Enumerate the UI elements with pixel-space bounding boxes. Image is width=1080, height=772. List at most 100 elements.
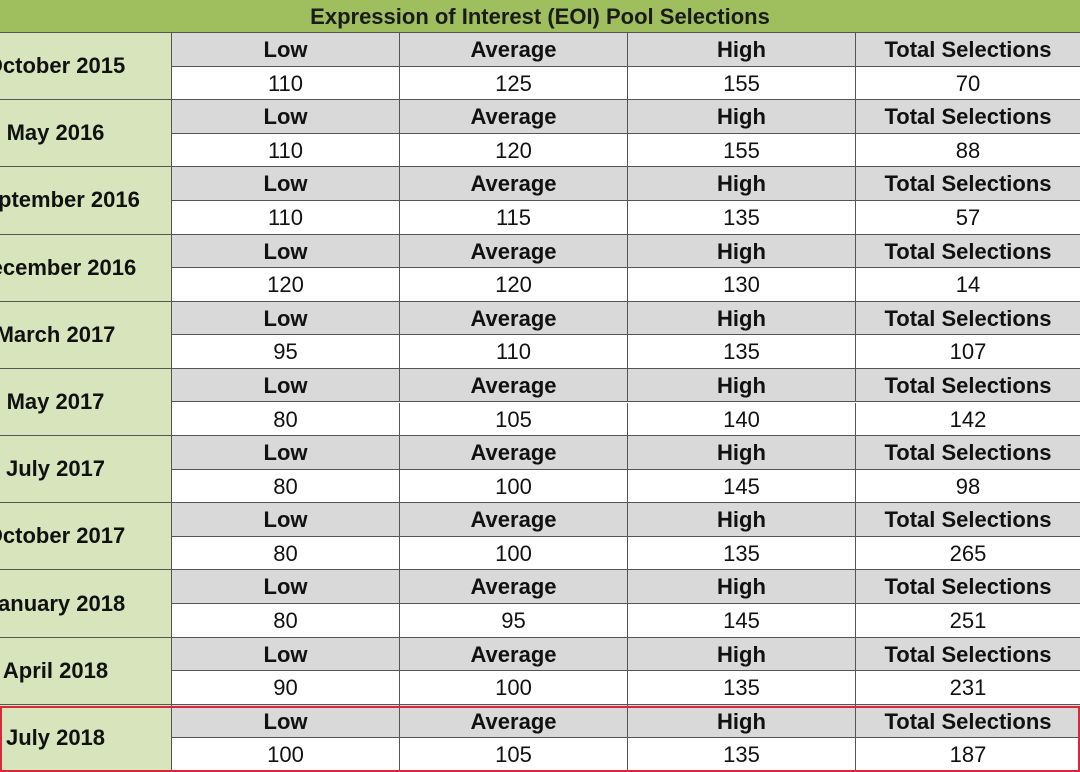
- period-label: December 2016: [0, 234, 172, 302]
- value-cell: 100: [400, 469, 628, 504]
- column-header: Average: [400, 301, 628, 336]
- value-cell: 105: [400, 738, 628, 772]
- column-header: Total Selections: [856, 503, 1080, 537]
- value-cell: 120: [400, 133, 628, 168]
- value-cell: 125: [400, 66, 628, 101]
- column-header: Average: [400, 368, 628, 403]
- value-cell: 80: [172, 469, 400, 504]
- column-header: Total Selections: [856, 368, 1080, 403]
- column-header: Average: [400, 33, 628, 67]
- value-cell: 120: [172, 268, 400, 302]
- value-cell: 95: [172, 335, 400, 369]
- period-label: April 2018: [0, 637, 172, 705]
- value-cell: 135: [628, 671, 856, 705]
- value-cell: 90: [172, 671, 400, 705]
- value-cell: 231: [856, 671, 1080, 705]
- period-label: May 2017: [0, 368, 172, 437]
- value-cell: 140: [628, 402, 856, 437]
- column-header: Low: [172, 503, 400, 537]
- period-label: January 2018: [0, 570, 172, 638]
- value-cell: 155: [628, 66, 856, 101]
- column-header: High: [628, 503, 856, 537]
- period-label: September 2016: [0, 167, 172, 235]
- column-header: High: [628, 301, 856, 336]
- column-header: Total Selections: [856, 100, 1080, 134]
- column-header: Average: [400, 234, 628, 269]
- column-header: Low: [172, 100, 400, 134]
- column-header: Low: [172, 234, 400, 269]
- column-header: Average: [400, 503, 628, 537]
- value-cell: 265: [856, 536, 1080, 571]
- value-cell: 135: [628, 200, 856, 235]
- column-header: High: [628, 167, 856, 201]
- column-header: Total Selections: [856, 704, 1080, 739]
- table-title: Expression of Interest (EOI) Pool Select…: [0, 0, 1080, 33]
- value-cell: 70: [856, 66, 1080, 101]
- period-label: May 2016: [0, 100, 172, 168]
- value-cell: 155: [628, 133, 856, 168]
- value-cell: 135: [628, 536, 856, 571]
- value-cell: 135: [628, 738, 856, 772]
- period-label: March 2017: [0, 301, 172, 369]
- column-header: Low: [172, 33, 400, 67]
- value-cell: 135: [628, 335, 856, 369]
- column-header: High: [628, 33, 856, 67]
- period-label: October 2017: [0, 503, 172, 571]
- column-header: Average: [400, 167, 628, 201]
- value-cell: 110: [172, 133, 400, 168]
- column-header: Average: [400, 637, 628, 672]
- column-header: Total Selections: [856, 234, 1080, 269]
- column-header: Average: [400, 100, 628, 134]
- value-cell: 100: [400, 536, 628, 571]
- value-cell: 187: [856, 738, 1080, 772]
- value-cell: 14: [856, 268, 1080, 302]
- column-header: Total Selections: [856, 570, 1080, 605]
- column-header: Low: [172, 637, 400, 672]
- value-cell: 251: [856, 604, 1080, 638]
- value-cell: 130: [628, 268, 856, 302]
- column-header: High: [628, 704, 856, 739]
- value-cell: 110: [172, 66, 400, 101]
- column-header: Total Selections: [856, 637, 1080, 672]
- column-header: Total Selections: [856, 33, 1080, 67]
- column-header: High: [628, 100, 856, 134]
- column-header: Low: [172, 167, 400, 201]
- value-cell: 80: [172, 402, 400, 437]
- column-header: Low: [172, 301, 400, 336]
- period-label: July 2018: [0, 704, 172, 772]
- value-cell: 57: [856, 200, 1080, 235]
- value-cell: 100: [400, 671, 628, 705]
- period-label: October 2015: [0, 33, 172, 101]
- value-cell: 80: [172, 604, 400, 638]
- column-header: Total Selections: [856, 301, 1080, 336]
- column-header: Low: [172, 436, 400, 470]
- column-header: High: [628, 368, 856, 403]
- value-cell: 95: [400, 604, 628, 638]
- value-cell: 98: [856, 469, 1080, 504]
- column-header: High: [628, 436, 856, 470]
- value-cell: 80: [172, 536, 400, 571]
- column-header: Average: [400, 704, 628, 739]
- value-cell: 107: [856, 335, 1080, 369]
- column-header: Average: [400, 570, 628, 605]
- period-label: July 2017: [0, 436, 172, 504]
- column-header: High: [628, 570, 856, 605]
- value-cell: 142: [856, 402, 1080, 437]
- column-header: High: [628, 234, 856, 269]
- column-header: Total Selections: [856, 167, 1080, 201]
- value-cell: 145: [628, 469, 856, 504]
- value-cell: 100: [172, 738, 400, 772]
- value-cell: 110: [400, 335, 628, 369]
- column-header: High: [628, 637, 856, 672]
- value-cell: 145: [628, 604, 856, 638]
- column-header: Low: [172, 368, 400, 403]
- column-header: Average: [400, 436, 628, 470]
- column-header: Low: [172, 570, 400, 605]
- value-cell: 88: [856, 133, 1080, 168]
- value-cell: 115: [400, 200, 628, 235]
- value-cell: 105: [400, 402, 628, 437]
- column-header: Total Selections: [856, 436, 1080, 470]
- value-cell: 120: [400, 268, 628, 302]
